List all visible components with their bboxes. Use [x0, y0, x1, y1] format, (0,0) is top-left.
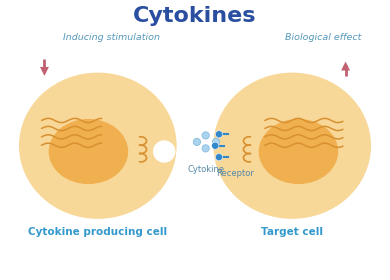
Ellipse shape	[154, 141, 175, 162]
Ellipse shape	[20, 73, 176, 218]
Text: Cytokine producing cell: Cytokine producing cell	[28, 227, 167, 237]
Text: Inducing stimulation: Inducing stimulation	[64, 32, 161, 42]
Text: Target cell: Target cell	[261, 227, 323, 237]
Text: Receptor: Receptor	[216, 169, 254, 178]
Text: Cytokine: Cytokine	[188, 165, 225, 174]
Circle shape	[193, 138, 200, 146]
Circle shape	[215, 153, 223, 161]
Circle shape	[212, 138, 220, 146]
Text: Cytokines: Cytokines	[133, 6, 257, 26]
Ellipse shape	[214, 73, 370, 218]
Text: Biological effect: Biological effect	[285, 32, 361, 42]
Circle shape	[215, 131, 223, 138]
Circle shape	[202, 132, 209, 139]
Ellipse shape	[259, 120, 337, 183]
Ellipse shape	[50, 120, 128, 183]
Circle shape	[202, 145, 209, 152]
Circle shape	[212, 142, 219, 149]
